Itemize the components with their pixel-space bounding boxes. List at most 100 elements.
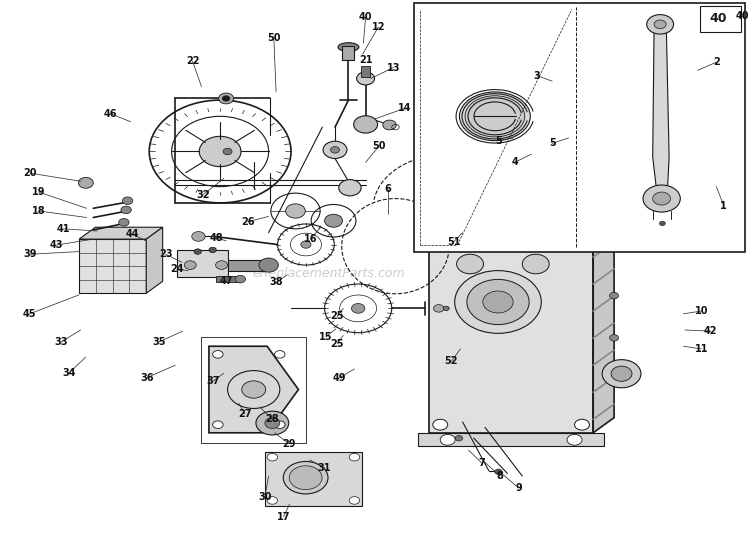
Circle shape	[350, 497, 360, 504]
Text: 25: 25	[331, 312, 344, 321]
Bar	[700, 6, 741, 32]
Circle shape	[455, 436, 463, 441]
Polygon shape	[79, 239, 146, 293]
Circle shape	[646, 15, 674, 34]
Text: 22: 22	[186, 56, 200, 66]
Circle shape	[209, 247, 217, 253]
Circle shape	[433, 419, 448, 430]
Circle shape	[354, 116, 377, 133]
Text: 32: 32	[196, 190, 210, 200]
Circle shape	[483, 291, 513, 313]
Circle shape	[223, 148, 232, 155]
Text: 8: 8	[496, 471, 503, 481]
Circle shape	[213, 421, 223, 428]
Text: 17: 17	[277, 512, 290, 522]
Polygon shape	[418, 433, 604, 446]
Text: 30: 30	[258, 492, 272, 502]
Circle shape	[495, 469, 502, 474]
Circle shape	[522, 254, 549, 274]
Circle shape	[339, 180, 362, 196]
Circle shape	[440, 434, 455, 445]
Circle shape	[222, 96, 230, 101]
Circle shape	[286, 204, 305, 218]
Circle shape	[610, 334, 619, 341]
Polygon shape	[265, 452, 362, 506]
Ellipse shape	[460, 92, 530, 141]
Text: 50: 50	[267, 33, 280, 43]
Circle shape	[259, 258, 278, 272]
Text: 16: 16	[304, 234, 317, 244]
Bar	[217, 276, 238, 282]
Circle shape	[352, 304, 364, 313]
Text: 48: 48	[209, 233, 224, 243]
Text: 40: 40	[358, 12, 372, 22]
Circle shape	[433, 225, 448, 235]
Circle shape	[454, 270, 542, 333]
Circle shape	[216, 261, 227, 269]
Text: 28: 28	[266, 414, 279, 424]
Circle shape	[443, 306, 449, 311]
Bar	[227, 260, 265, 270]
Text: 52: 52	[445, 357, 458, 366]
Text: 38: 38	[269, 278, 283, 287]
Text: 25: 25	[331, 339, 344, 348]
Text: 1: 1	[721, 201, 728, 210]
Text: 27: 27	[238, 409, 251, 419]
Circle shape	[611, 366, 632, 381]
Polygon shape	[593, 207, 614, 433]
Circle shape	[301, 241, 311, 248]
Bar	[343, 46, 355, 60]
Circle shape	[284, 461, 328, 494]
Text: 40: 40	[710, 12, 728, 25]
Text: 20: 20	[23, 168, 37, 178]
Polygon shape	[429, 207, 614, 222]
Text: 19: 19	[32, 187, 46, 197]
Text: eReplacementParts.com: eReplacementParts.com	[252, 267, 404, 280]
Text: 11: 11	[694, 344, 708, 354]
Circle shape	[331, 147, 340, 153]
Text: 13: 13	[386, 63, 400, 72]
Circle shape	[218, 93, 233, 104]
Text: 4: 4	[512, 157, 518, 167]
Text: 31: 31	[318, 463, 332, 473]
Text: 43: 43	[50, 240, 64, 250]
Text: 7: 7	[478, 458, 484, 467]
Text: 49: 49	[333, 373, 346, 382]
Text: 18: 18	[32, 206, 46, 216]
Text: 2: 2	[713, 57, 720, 67]
Circle shape	[643, 185, 680, 212]
Circle shape	[267, 497, 278, 504]
Circle shape	[192, 232, 206, 241]
Circle shape	[382, 120, 396, 130]
Text: 5: 5	[549, 138, 556, 148]
Circle shape	[654, 20, 666, 29]
Circle shape	[610, 292, 619, 299]
Ellipse shape	[465, 96, 525, 137]
Circle shape	[290, 466, 322, 490]
Polygon shape	[429, 222, 593, 433]
Text: 47: 47	[219, 276, 232, 286]
Text: 24: 24	[170, 265, 184, 274]
Circle shape	[256, 411, 289, 435]
Bar	[362, 66, 370, 77]
Text: 45: 45	[23, 309, 37, 319]
Text: 46: 46	[104, 109, 117, 118]
Circle shape	[265, 418, 280, 428]
Circle shape	[267, 453, 278, 461]
Text: 34: 34	[62, 368, 76, 378]
Text: 40: 40	[736, 11, 749, 21]
Circle shape	[194, 249, 202, 254]
Text: 35: 35	[152, 337, 166, 347]
Text: 37: 37	[206, 377, 220, 386]
Circle shape	[652, 192, 670, 205]
Circle shape	[118, 219, 129, 226]
Text: 44: 44	[126, 229, 140, 239]
Text: 36: 36	[140, 373, 154, 382]
Ellipse shape	[338, 43, 359, 51]
Circle shape	[466, 279, 530, 325]
Circle shape	[350, 453, 360, 461]
Circle shape	[213, 351, 223, 358]
Text: 21: 21	[358, 55, 372, 64]
Circle shape	[200, 136, 241, 167]
Text: 12: 12	[371, 22, 385, 32]
